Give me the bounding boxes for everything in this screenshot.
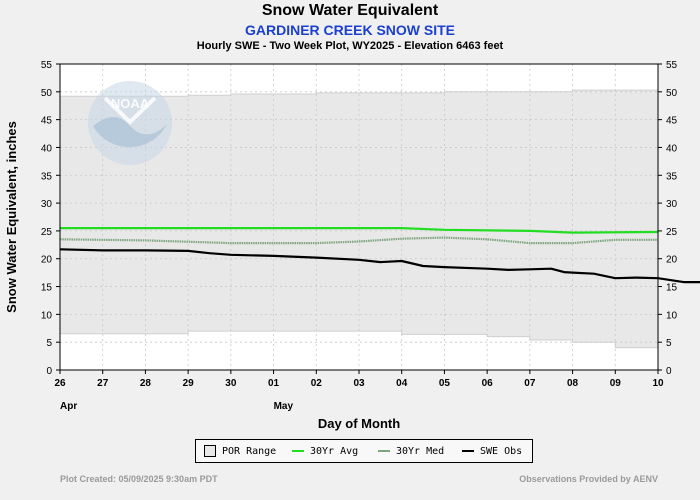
month-label: Apr	[60, 401, 77, 412]
y-tick-label-left: 10	[41, 310, 53, 321]
legend-item-30yr-avg: 30Yr Avg	[292, 445, 358, 459]
x-tick-label: 10	[652, 378, 664, 389]
series-swe-obs	[59, 248, 700, 284]
legend-item-por-range: POR Range	[204, 445, 276, 459]
y-tick-label-left: 15	[41, 283, 53, 294]
x-tick-label: 01	[268, 378, 280, 389]
x-tick-label: 29	[183, 378, 195, 389]
y-tick-label-left: 45	[41, 116, 53, 127]
por-range-band	[59, 89, 659, 349]
y-tick-label-right: 55	[666, 60, 678, 71]
x-tick-label: 03	[353, 378, 365, 389]
y-tick-label-left: 25	[41, 227, 53, 238]
legend-item-30yr-med: 30Yr Med	[378, 445, 444, 459]
legend-swatch-med	[378, 450, 390, 452]
y-tick-label-right: 5	[666, 338, 672, 349]
provider-text: Observations Provided by AENV	[519, 474, 658, 484]
legend-swatch-avg	[292, 450, 304, 452]
x-tick-label: 26	[54, 378, 66, 389]
noaa-logo-text: NOAA	[111, 96, 150, 111]
y-tick-label-left: 5	[46, 338, 52, 349]
y-tick-label-right: 45	[666, 116, 678, 127]
chart-subtitle: Hourly SWE - Two Week Plot, WY2025 - Ele…	[196, 40, 504, 52]
x-tick-label: 27	[97, 378, 109, 389]
x-tick-label: 05	[439, 378, 451, 389]
y-tick-label-left: 30	[41, 199, 53, 210]
y-tick-label-left: 55	[41, 60, 53, 71]
legend-label: POR Range	[222, 446, 277, 457]
y-tick-label-right: 15	[666, 283, 678, 294]
x-tick-label: 02	[311, 378, 323, 389]
site-name: GARDINER CREEK SNOW SITE	[244, 22, 455, 38]
y-tick-label-left: 35	[41, 171, 53, 182]
y-axis-label: Snow Water Equivalent, inches	[4, 121, 19, 313]
x-tick-label: 08	[567, 378, 579, 389]
y-tick-label-right: 10	[666, 310, 678, 321]
legend-swatch-por	[204, 445, 216, 457]
x-tick-label: 30	[225, 378, 237, 389]
plot-created-text: Plot Created: 05/09/2025 9:30am PDT	[60, 474, 218, 484]
y-tick-label-right: 35	[666, 171, 678, 182]
x-tick-label: 04	[396, 378, 408, 389]
legend-swatch-obs	[462, 450, 474, 452]
chart-legend: POR Range 30Yr Avg 30Yr Med SWE Obs	[195, 439, 533, 463]
y-tick-label-right: 30	[666, 199, 678, 210]
legend-label: 30Yr Avg	[310, 446, 359, 457]
y-tick-label-right: 40	[666, 143, 678, 154]
series-30yr-avg	[60, 227, 659, 234]
y-tick-label-left: 20	[41, 255, 53, 266]
y-tick-label-left: 50	[41, 88, 53, 99]
x-tick-label: 09	[610, 378, 622, 389]
y-tick-label-left: 0	[46, 366, 52, 377]
x-tick-label: 06	[482, 378, 494, 389]
series-30yr-med	[59, 236, 658, 245]
y-tick-label-right: 20	[666, 255, 678, 266]
y-tick-label-right: 0	[666, 366, 672, 377]
x-tick-label: 07	[524, 378, 536, 389]
chart-title: Snow Water Equivalent	[261, 2, 439, 19]
x-axis-label: Day of Month	[318, 416, 400, 431]
y-tick-label-right: 50	[666, 88, 678, 99]
legend-label: SWE Obs	[480, 446, 523, 457]
y-tick-label-right: 25	[666, 227, 678, 238]
x-tick-label: 28	[140, 378, 152, 389]
month-label: May	[274, 401, 294, 412]
noaa-logo-icon: NOAA	[85, 78, 175, 168]
y-tick-label-left: 40	[41, 143, 53, 154]
legend-item-swe-obs: SWE Obs	[462, 445, 522, 459]
legend-label: 30Yr Med	[396, 446, 445, 457]
